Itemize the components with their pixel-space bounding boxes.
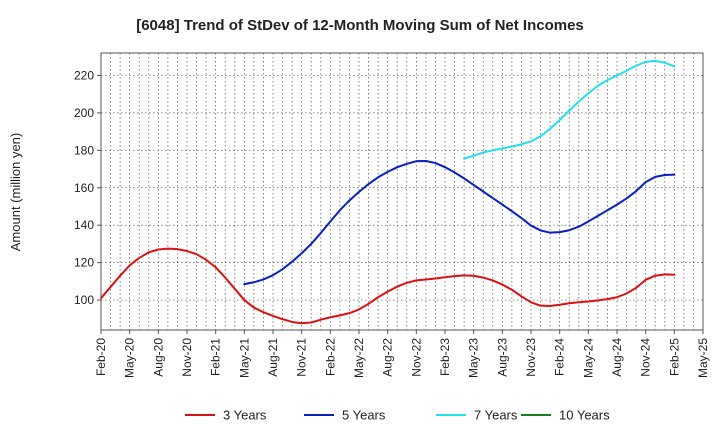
x-tick-label: Feb-25 bbox=[667, 338, 681, 376]
series-layer bbox=[100, 59, 676, 325]
x-tick-label: May-22 bbox=[352, 338, 366, 378]
x-tick-label: Nov-22 bbox=[409, 338, 423, 377]
x-tick-label: Aug-24 bbox=[610, 338, 624, 377]
x-tick-label: Aug-20 bbox=[151, 338, 165, 377]
x-tick-label: May-23 bbox=[467, 338, 481, 378]
x-tick-label: May-24 bbox=[581, 338, 595, 378]
x-tick-label: May-25 bbox=[696, 338, 710, 378]
x-tick-label: Feb-20 bbox=[94, 338, 108, 376]
x-tick-label: Feb-22 bbox=[323, 338, 337, 376]
series-line-7-years bbox=[463, 59, 676, 160]
x-tick-label: Feb-24 bbox=[553, 338, 567, 376]
chart-title: [6048] Trend of StDev of 12-Month Moving… bbox=[136, 17, 584, 34]
y-tick-label: 100 bbox=[74, 293, 94, 307]
x-tick-label: Nov-21 bbox=[295, 338, 309, 377]
x-tick-label: Aug-23 bbox=[495, 338, 509, 377]
y-tick-label: 160 bbox=[74, 181, 94, 195]
x-tick-label: Feb-23 bbox=[438, 338, 452, 376]
y-tick-label: 180 bbox=[74, 143, 94, 157]
x-tick-label: May-21 bbox=[237, 338, 251, 378]
plot-frame bbox=[100, 52, 704, 331]
y-tick-label: 200 bbox=[74, 106, 94, 120]
x-tick-labels: Feb-20 May-20 Aug-20 Nov-20 Feb-21 May-21 Aug-… bbox=[94, 330, 710, 378]
y-tick-label: 120 bbox=[74, 256, 94, 270]
series-line-5-years bbox=[243, 159, 676, 286]
x-tick-label: Nov-20 bbox=[180, 338, 194, 377]
x-tick-label: May-20 bbox=[123, 338, 137, 378]
y-tick-label: 140 bbox=[74, 218, 94, 232]
legend: 3 Years 5 Years 7 Years 10 Years bbox=[185, 408, 610, 423]
y-tick-label: 220 bbox=[74, 68, 94, 82]
legend-label-7-years: 7 Years bbox=[474, 408, 518, 423]
legend-label-5-years: 5 Years bbox=[342, 408, 386, 423]
legend-label-10-years: 10 Years bbox=[559, 408, 610, 423]
x-tick-label: Aug-21 bbox=[266, 338, 280, 377]
y-tick-labels: 100 120 140 160 180 200 220 bbox=[74, 68, 101, 307]
x-tick-label: Nov-23 bbox=[524, 338, 538, 377]
series-line-3-years bbox=[100, 247, 676, 325]
y-axis-label: Amount (million yen) bbox=[8, 133, 23, 252]
legend-label-3-years: 3 Years bbox=[223, 408, 267, 423]
x-tick-label: Feb-21 bbox=[209, 338, 223, 376]
grid-layer bbox=[101, 53, 703, 330]
x-tick-label: Nov-24 bbox=[639, 338, 653, 377]
x-tick-label: Aug-22 bbox=[381, 338, 395, 377]
